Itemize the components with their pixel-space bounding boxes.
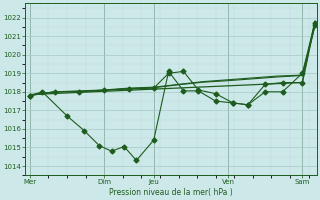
X-axis label: Pression niveau de la mer( hPa ): Pression niveau de la mer( hPa )	[109, 188, 233, 197]
